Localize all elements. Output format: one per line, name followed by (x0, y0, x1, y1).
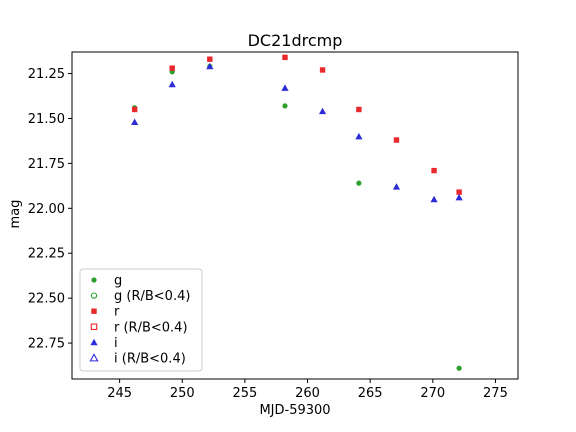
data-point-r (356, 106, 362, 113)
data-point-i (281, 84, 289, 91)
plot-area: 245 250 255 260 265 270 275 21.25 21.50 21.75 22.0… (28, 51, 519, 401)
x-axis-label: MJD-59300 (259, 403, 330, 418)
data-point-i (168, 80, 176, 88)
data-point-i (430, 195, 438, 203)
legend-marker (91, 277, 97, 283)
legend-label: i (114, 336, 118, 351)
x-tick-label: 270 (420, 386, 445, 401)
data-point-i (206, 62, 214, 70)
data-point-i (355, 132, 363, 140)
legend-box (79, 268, 203, 372)
y-tick-label: 22.75 (28, 337, 65, 352)
x-tick-label: 245 (107, 386, 132, 401)
data-point-r (282, 54, 288, 61)
data-point-r (169, 65, 175, 71)
y-tick-label: 21.50 (28, 112, 65, 127)
data-point-i (455, 193, 463, 201)
x-tick-label: 275 (483, 386, 508, 401)
x-tick-label: 250 (170, 386, 195, 401)
data-point-g (456, 365, 462, 371)
x-tick-label: 260 (295, 386, 320, 401)
data-point-i (318, 107, 327, 115)
data-point-g (356, 180, 362, 186)
legend-label: r (114, 305, 120, 320)
data-point-i (131, 118, 139, 125)
plot-frame (71, 51, 519, 380)
legend-marker (90, 338, 98, 346)
legend-label: g (R/B<0.4) (114, 289, 190, 304)
data-point-g (282, 103, 288, 109)
legend-label: i (R/B<0.4) (114, 352, 186, 367)
data-point-r (393, 137, 400, 143)
x-tick-label: 265 (358, 386, 383, 401)
data-point-r (207, 56, 213, 62)
legend-marker (90, 292, 98, 299)
x-tick-label: 255 (232, 386, 257, 401)
legend-marker (90, 323, 98, 331)
y-axis-label: mag (8, 200, 23, 229)
data-point-r (319, 67, 326, 73)
chart-title: DC21drcmp (248, 31, 343, 50)
y-tick-label: 22.50 (28, 292, 65, 307)
data-point-r (131, 106, 138, 113)
data-point-i (392, 183, 401, 190)
y-tick-label: 22.00 (28, 202, 65, 217)
legend: gg (R/B<0.4)rr (R/B<0.4)ii (R/B<0.4) (79, 268, 203, 372)
y-tick-label: 21.75 (28, 157, 65, 172)
legend-label: g (114, 274, 122, 289)
legend-label: r (R/B<0.4) (114, 320, 188, 335)
y-tick-label: 22.25 (28, 247, 65, 262)
legend-marker (89, 353, 99, 362)
data-point-r (431, 167, 437, 174)
y-tick-label: 21.25 (28, 67, 65, 82)
data-point-r (456, 189, 462, 195)
legend-marker (91, 308, 97, 314)
